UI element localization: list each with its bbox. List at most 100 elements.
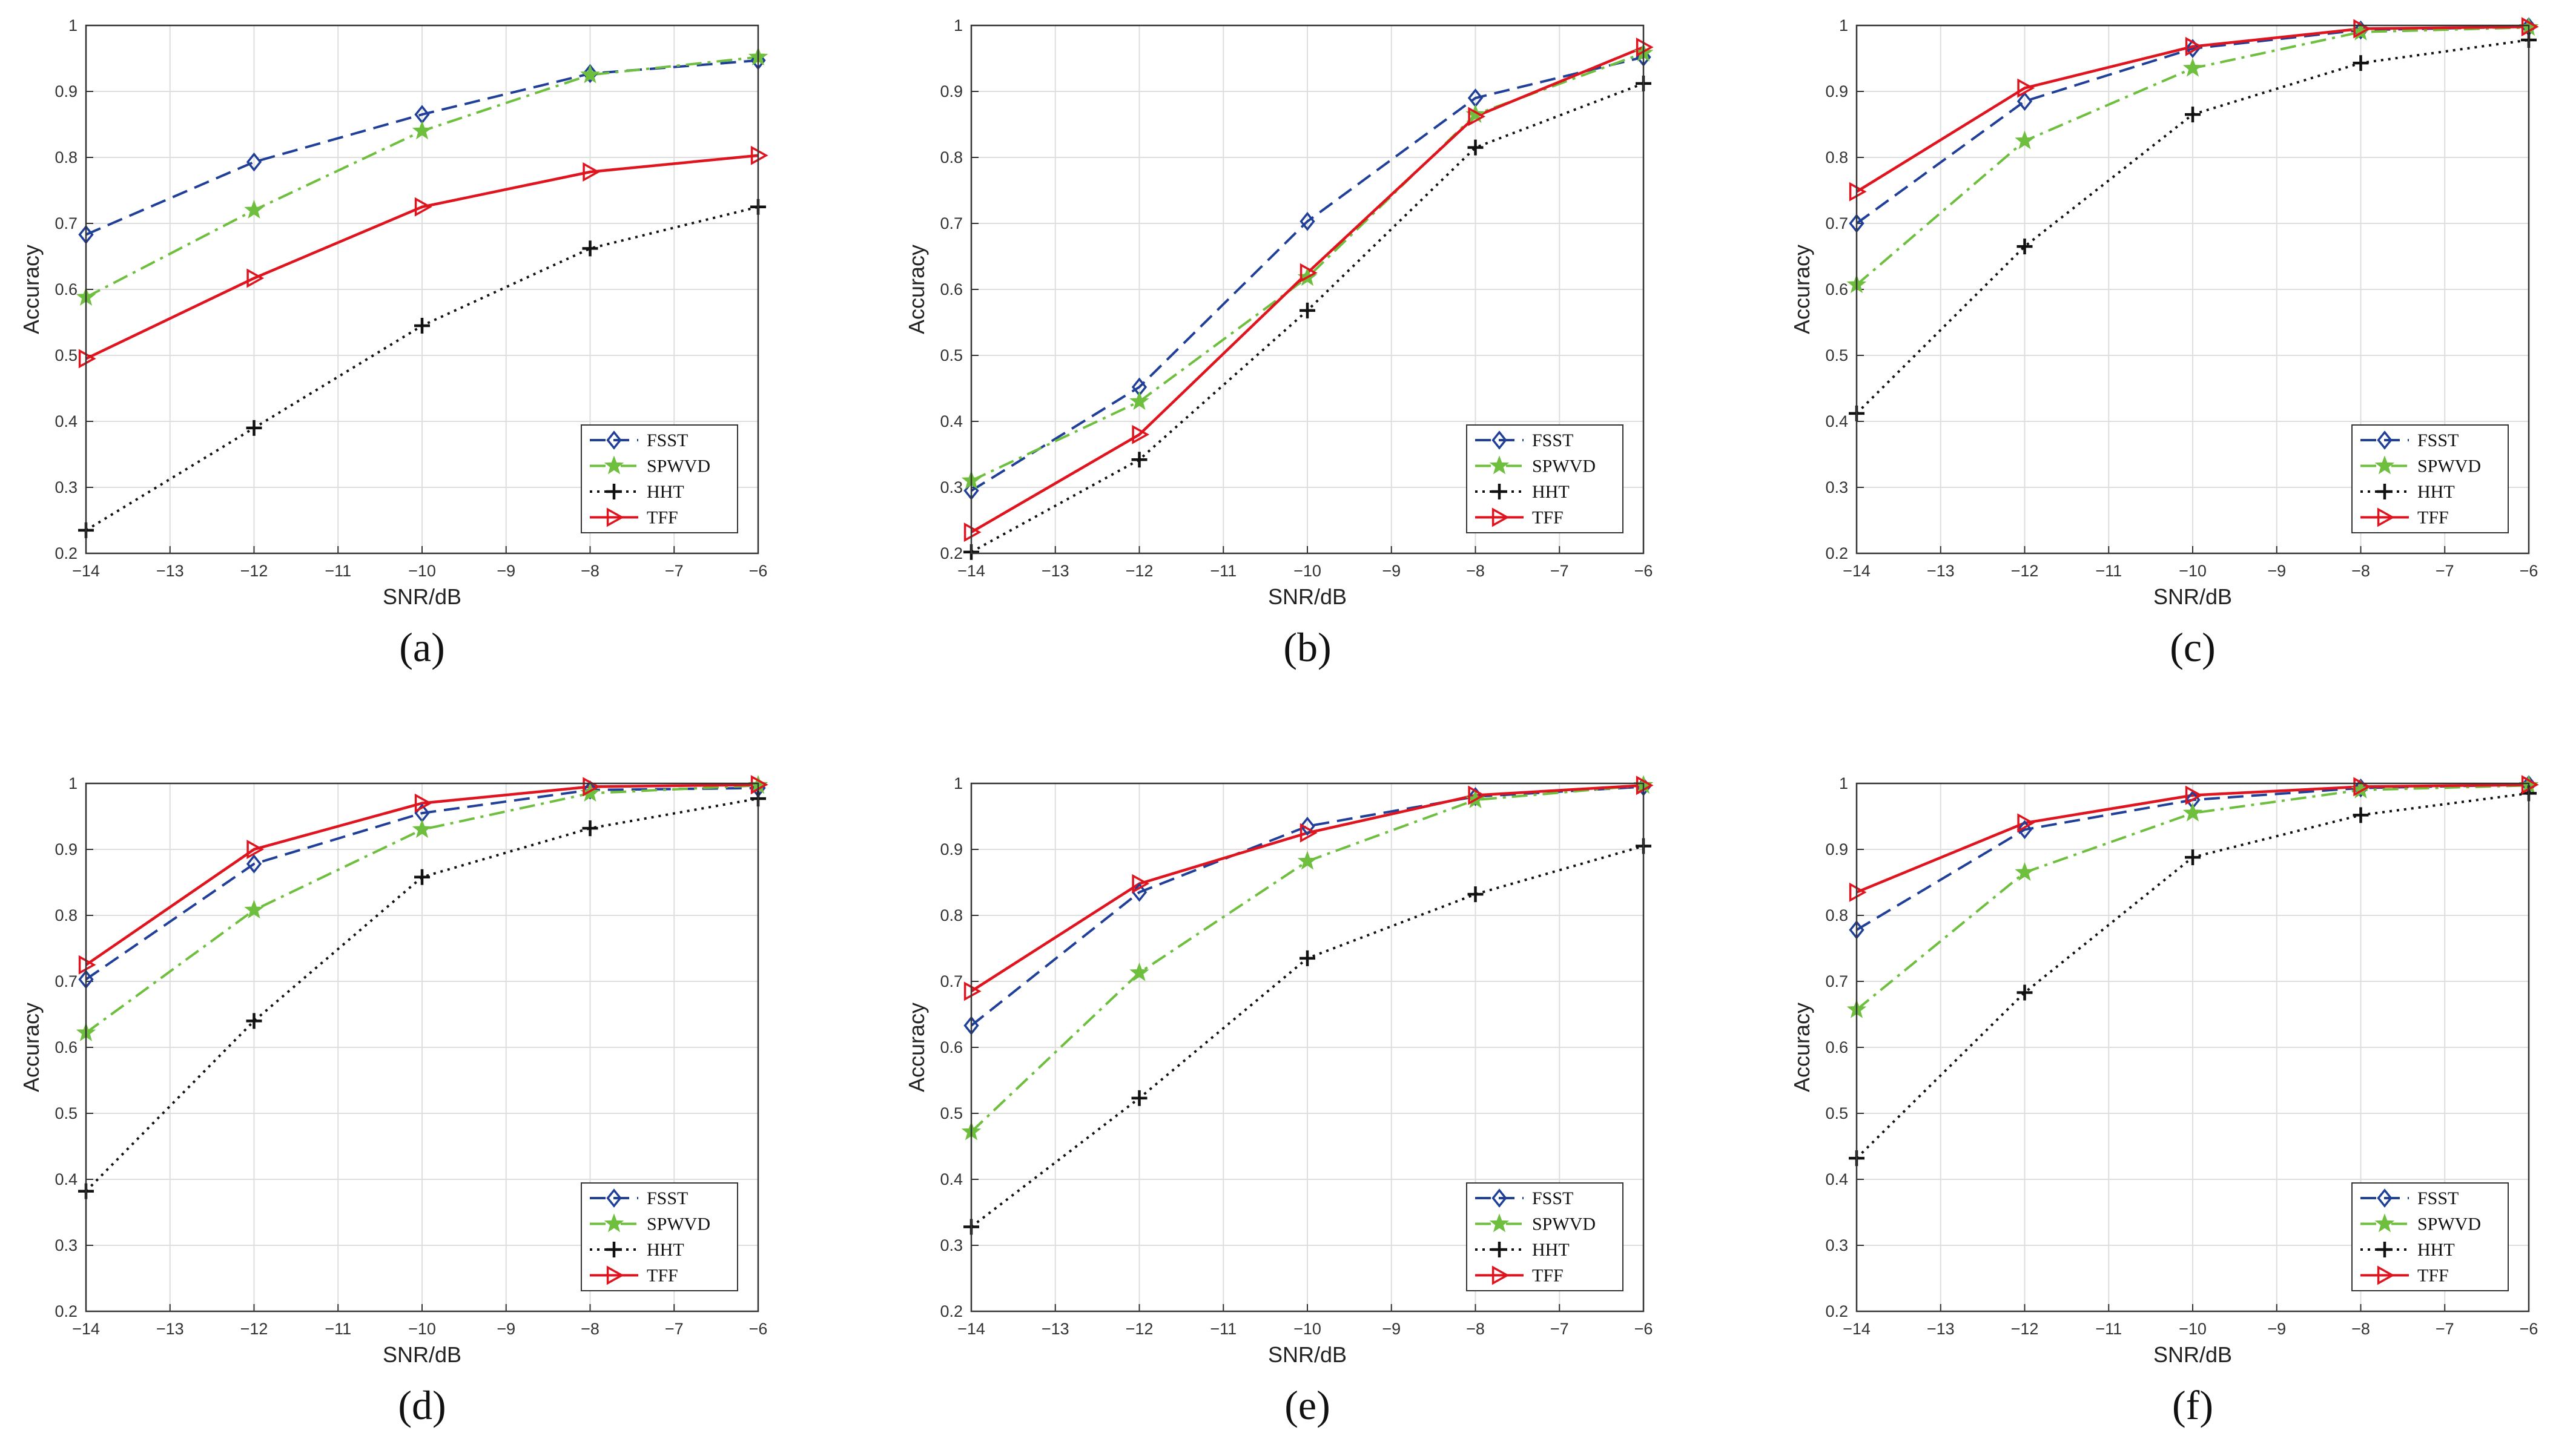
data-point-fsst: [2185, 39, 2201, 58]
y-tick-label: 0.4: [1825, 1170, 1848, 1188]
data-point-hht: [246, 420, 262, 436]
data-point-tff: [1468, 785, 1486, 805]
y-tick-label: 0.9: [1825, 82, 1848, 100]
x-tick-label: −12: [240, 1320, 268, 1338]
chart-panel: −14 −13 −12 −11 −10 −9 −8 −7 −6 0.2 0.3 0.4 0.5 0.6 0.…: [19, 774, 768, 1428]
legend-label-spwvd: SPWVD: [647, 1214, 710, 1234]
x-tick-label: −6: [749, 562, 768, 580]
y-tick-label: 0.4: [940, 412, 963, 430]
y-tick-label: 0.5: [1825, 346, 1848, 364]
plot-frame: [970, 782, 1645, 1313]
y-tick-label: 0.5: [940, 1104, 963, 1122]
data-point-hht: [1300, 950, 1315, 966]
data-point-hht: [582, 240, 598, 257]
data-point-hht: [2185, 849, 2201, 866]
y-tick-label: 0.4: [1825, 412, 1848, 430]
chart-panel: −14 −13 −12 −11 −10 −9 −8 −7 −6 0.2 0.3 0.4 0.5 0.6 0.…: [904, 774, 1654, 1428]
x-tick-label: −8: [1466, 562, 1485, 580]
legend-marker-fsst: [1491, 430, 1507, 450]
y-tick-label: 0.8: [1825, 148, 1848, 166]
x-tick-label: −8: [581, 562, 599, 580]
y-tick-label: 0.9: [54, 840, 78, 858]
x-tick-label: −10: [2179, 1320, 2207, 1338]
data-point-spwvd: [244, 900, 264, 919]
y-tick-label: 0.9: [1825, 840, 1848, 858]
data-point-fsst: [1300, 211, 1315, 231]
data-point-tff: [963, 981, 982, 1001]
x-tick-label: −10: [408, 562, 436, 580]
data-point-hht: [1131, 452, 1148, 468]
data-point-hht: [1131, 1090, 1148, 1106]
x-tick-label: −14: [957, 1320, 985, 1338]
x-tick-label: −14: [1843, 562, 1871, 580]
data-point-spwvd: [244, 200, 264, 219]
x-tick-label: −9: [497, 562, 515, 580]
data-point-tff: [963, 522, 982, 542]
x-tick-label: −7: [665, 1320, 684, 1338]
legend-label-fsst: FSST: [647, 1188, 688, 1208]
data-point-spwvd: [2015, 130, 2035, 150]
data-point-spwvd: [2015, 862, 2035, 881]
y-tick-label: 0.4: [54, 412, 78, 430]
panel-label: (c): [2170, 624, 2215, 670]
data-point-tff: [1849, 882, 1867, 902]
panel-label: (f): [2172, 1382, 2213, 1428]
x-tick-label: −6: [2520, 1320, 2538, 1338]
panel-label: (e): [1284, 1382, 1330, 1428]
y-tick-label: 0.5: [54, 346, 78, 364]
legend-label-tff: TFF: [647, 1266, 678, 1286]
x-tick-label: −8: [2351, 1320, 2370, 1338]
data-point-hht: [582, 820, 598, 837]
chart-panel: −14 −13 −12 −11 −10 −9 −8 −7 −6 0.2 0.3 0.4 0.5 0.6 0.…: [904, 16, 1654, 670]
legend-label-spwvd: SPWVD: [2417, 1214, 2481, 1234]
data-point-tff: [1636, 776, 1654, 796]
x-tick-label: −13: [156, 562, 184, 580]
legend: FSST SPWVD HHT TFF: [1466, 1182, 1623, 1291]
legend-marker-spwvd: [1489, 455, 1510, 475]
x-tick-label: −14: [72, 562, 100, 580]
y-tick-label: 1: [1839, 774, 1848, 792]
legend-label-fsst: FSST: [1532, 1188, 1573, 1208]
y-axis-label: Accuracy: [19, 245, 44, 334]
x-axis-label: SNR/dB: [1268, 584, 1347, 609]
data-point-hht: [2353, 807, 2369, 823]
data-point-tff: [2017, 813, 2035, 833]
x-axis-label: SNR/dB: [2153, 1342, 2232, 1367]
data-point-tff: [78, 955, 96, 975]
x-tick-label: −6: [1634, 562, 1653, 580]
x-tick-label: −13: [1042, 1320, 1069, 1338]
series-line-fsst: [970, 56, 1644, 492]
chart-panel: −14 −13 −12 −11 −10 −9 −8 −7 −6 0.2 0.3 0.4 0.5 0.6 0.…: [1789, 774, 2539, 1428]
data-point-fsst: [1300, 817, 1315, 836]
legend-label-spwvd: SPWVD: [2417, 456, 2481, 476]
legend-label-tff: TFF: [647, 508, 678, 528]
legend-marker-fsst: [1491, 1188, 1507, 1208]
y-tick-label: 0.7: [54, 972, 78, 990]
x-tick-label: −14: [1843, 1320, 1871, 1338]
y-axis-label: Accuracy: [904, 245, 929, 334]
x-tick-label: −10: [408, 1320, 436, 1338]
legend-label-hht: HHT: [2417, 482, 2455, 502]
x-tick-label: −13: [1042, 562, 1069, 580]
y-tick-label: 0.7: [54, 214, 78, 232]
legend-label-fsst: FSST: [647, 430, 688, 450]
data-point-tff: [1468, 107, 1486, 127]
x-tick-label: −6: [749, 1320, 768, 1338]
data-point-fsst: [2016, 820, 2033, 840]
y-tick-label: 0.7: [1825, 214, 1848, 232]
legend-marker-fsst: [2377, 430, 2393, 450]
data-point-hht: [414, 317, 430, 334]
y-tick-label: 0.5: [940, 346, 963, 364]
x-tick-label: −7: [1550, 1320, 1569, 1338]
legend-label-spwvd: SPWVD: [647, 456, 710, 476]
legend-label-hht: HHT: [1532, 1240, 1570, 1260]
legend-label-fsst: FSST: [2417, 430, 2459, 450]
data-point-hht: [414, 869, 430, 885]
data-point-tff: [1132, 424, 1150, 444]
y-tick-label: 1: [1839, 16, 1848, 35]
y-tick-label: 0.3: [940, 1236, 963, 1254]
data-point-spwvd: [1129, 962, 1149, 981]
y-tick-label: 0.6: [1825, 280, 1848, 298]
y-tick-label: 0.7: [940, 972, 963, 990]
